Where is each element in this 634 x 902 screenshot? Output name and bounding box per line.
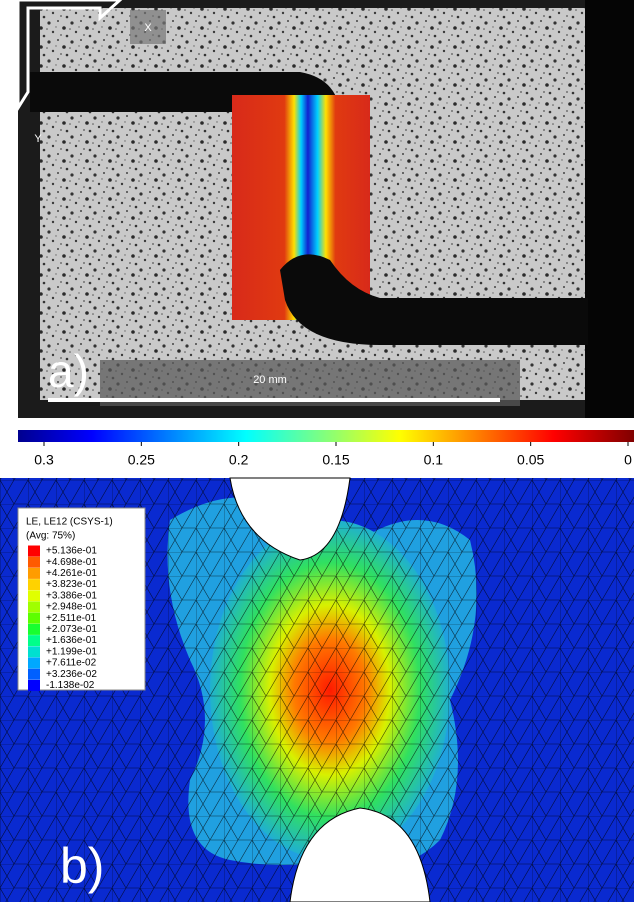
legend-swatch bbox=[28, 623, 40, 635]
legend-swatch bbox=[28, 679, 40, 691]
colorbar-ticks: 0.3 0.25 0.2 0.15 0.1 0.05 0 bbox=[34, 442, 632, 468]
legend-swatch bbox=[28, 556, 40, 568]
legend-swatch bbox=[28, 590, 40, 602]
legend-entry: +1.199e-01 bbox=[46, 646, 97, 657]
legend-entry: +1.636e-01 bbox=[46, 635, 97, 646]
legend-swatch bbox=[28, 579, 40, 591]
legend-entry: +7.611e-02 bbox=[46, 658, 97, 669]
colorbar-tick-label: 0.2 bbox=[229, 452, 249, 468]
legend-swatch bbox=[28, 646, 40, 658]
axis-y-label: Y bbox=[34, 133, 42, 145]
corner-frame bbox=[16, 0, 123, 114]
colorbar-tick-label: 0.25 bbox=[128, 452, 155, 468]
colorbar bbox=[18, 430, 634, 442]
legend-entry: +2.511e-01 bbox=[46, 613, 97, 624]
axis-x-label: X bbox=[144, 22, 152, 34]
grip-right bbox=[585, 0, 634, 418]
legend-swatch bbox=[28, 545, 40, 557]
panel-label: b) bbox=[60, 838, 104, 894]
colorbar-tick-label: 0 bbox=[624, 452, 632, 468]
colorbar-tick-label: 0.05 bbox=[517, 452, 544, 468]
lower-grip bbox=[280, 254, 588, 345]
legend-entry: +5.136e-01 bbox=[46, 546, 97, 557]
scale-label: 20 mm bbox=[253, 374, 287, 386]
legend-swatch bbox=[28, 657, 40, 669]
notch-bottom bbox=[289, 807, 431, 902]
notch-top bbox=[229, 477, 351, 561]
legend-entry: +4.698e-01 bbox=[46, 557, 97, 568]
legend-title: LE, LE12 (CSYS-1) bbox=[26, 517, 113, 528]
panel-label: a) bbox=[48, 345, 89, 397]
legend-swatch bbox=[28, 612, 40, 624]
legend-entry: +3.386e-01 bbox=[46, 590, 97, 601]
legend-entries: +5.136e-01+4.698e-01+4.261e-01+3.823e-01… bbox=[28, 545, 97, 691]
legend-entry: +3.236e-02 bbox=[46, 669, 97, 680]
legend-entry: +4.261e-01 bbox=[46, 568, 97, 579]
legend-entry: +3.823e-01 bbox=[46, 579, 97, 590]
legend-entry: +2.948e-01 bbox=[46, 602, 97, 613]
legend-entry: +2.073e-01 bbox=[46, 624, 97, 635]
colorbar-tick-label: 0.15 bbox=[322, 452, 349, 468]
legend-swatch bbox=[28, 668, 40, 680]
colorbar-tick-label: 0.1 bbox=[424, 452, 444, 468]
legend-swatch bbox=[28, 601, 40, 613]
colorbar-tick-label: 0.3 bbox=[34, 452, 54, 468]
legend-entry: -1.138e-02 bbox=[46, 680, 95, 691]
x-box bbox=[130, 10, 166, 44]
legend-swatch bbox=[28, 635, 40, 647]
legend-subtitle: (Avg: 75%) bbox=[26, 531, 75, 542]
legend-swatch bbox=[28, 567, 40, 579]
